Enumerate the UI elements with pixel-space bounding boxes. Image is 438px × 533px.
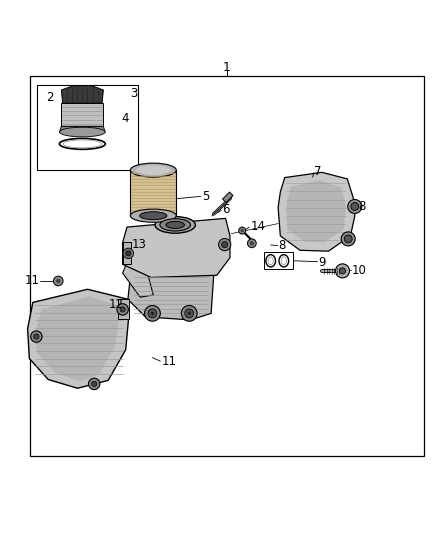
Circle shape [222, 241, 228, 248]
Ellipse shape [130, 163, 176, 177]
Circle shape [151, 312, 154, 315]
Text: 2: 2 [46, 91, 53, 104]
Text: 13: 13 [131, 238, 146, 251]
Text: 4: 4 [121, 112, 128, 125]
Polygon shape [131, 170, 176, 216]
Circle shape [120, 307, 125, 312]
Text: 8: 8 [358, 200, 366, 213]
Polygon shape [123, 243, 131, 264]
Ellipse shape [166, 221, 184, 229]
Circle shape [341, 232, 355, 246]
Circle shape [348, 199, 362, 214]
Text: 8: 8 [279, 239, 286, 252]
Text: 12: 12 [109, 298, 124, 311]
Ellipse shape [130, 209, 176, 222]
Polygon shape [123, 219, 230, 278]
Polygon shape [286, 180, 346, 243]
Polygon shape [61, 103, 103, 126]
Text: 10: 10 [352, 263, 367, 277]
Circle shape [351, 203, 359, 211]
Text: 6: 6 [223, 203, 230, 216]
Circle shape [53, 276, 63, 286]
Circle shape [34, 334, 39, 339]
Circle shape [185, 309, 194, 318]
Polygon shape [223, 192, 233, 203]
Circle shape [145, 305, 160, 321]
Bar [30, 76, 424, 456]
Bar [37, 85, 138, 170]
Circle shape [339, 268, 346, 274]
Text: 7: 7 [314, 165, 322, 177]
Ellipse shape [160, 219, 191, 231]
Circle shape [219, 238, 231, 251]
Circle shape [126, 251, 131, 256]
Circle shape [31, 331, 42, 342]
Polygon shape [36, 296, 120, 381]
Text: 3: 3 [130, 87, 138, 100]
Text: 11: 11 [161, 356, 176, 368]
Circle shape [117, 304, 128, 315]
Circle shape [148, 309, 157, 318]
Circle shape [181, 305, 197, 321]
Polygon shape [123, 262, 153, 297]
Polygon shape [61, 86, 103, 103]
Circle shape [56, 279, 60, 283]
Text: 9: 9 [318, 256, 326, 269]
Circle shape [240, 229, 244, 232]
Circle shape [336, 264, 350, 278]
Circle shape [247, 239, 256, 248]
Text: 14: 14 [251, 220, 265, 233]
Text: 11: 11 [25, 274, 39, 287]
Circle shape [187, 312, 191, 315]
Polygon shape [28, 289, 128, 388]
Polygon shape [278, 172, 355, 251]
Ellipse shape [136, 165, 171, 175]
Polygon shape [60, 126, 105, 132]
Bar [264, 253, 293, 269]
Circle shape [88, 378, 100, 390]
Circle shape [123, 248, 134, 259]
Circle shape [250, 241, 254, 246]
Ellipse shape [140, 212, 167, 220]
Text: 1: 1 [223, 61, 231, 74]
Circle shape [92, 381, 97, 386]
Ellipse shape [155, 216, 195, 233]
Circle shape [239, 227, 246, 234]
Ellipse shape [60, 127, 105, 137]
Text: 5: 5 [202, 190, 210, 203]
Polygon shape [118, 300, 129, 319]
Polygon shape [128, 275, 214, 320]
Circle shape [344, 235, 352, 243]
